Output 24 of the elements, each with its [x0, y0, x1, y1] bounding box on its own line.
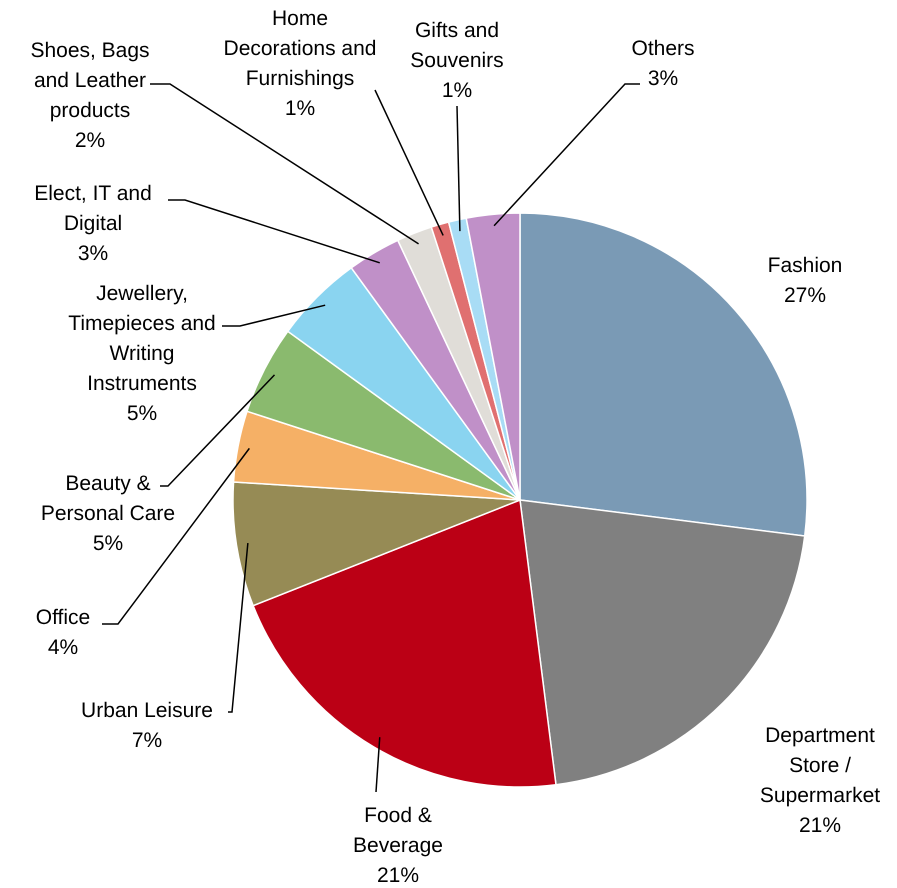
- data-label: 1%: [442, 79, 472, 102]
- slice-label: Home Decorations and Furnishings: [224, 7, 376, 90]
- slice-label: Gifts and Souvenirs: [410, 19, 504, 72]
- slice-label: Department Store / Supermarket: [760, 724, 880, 807]
- slice-label: Jewellery, Timepieces and Writing Instruments: [68, 282, 216, 395]
- data-label: 2%: [74, 129, 106, 152]
- slice-label: Urban Leisure: [81, 699, 213, 722]
- data-label: 3%: [648, 67, 678, 90]
- data-label: 21%: [376, 864, 420, 887]
- slice-label: Elect, IT and Digital: [34, 182, 152, 235]
- data-label: 3%: [78, 242, 108, 265]
- data-label: 5%: [92, 532, 124, 555]
- slice-label: Fashion: [768, 254, 842, 277]
- slice-label: Office: [36, 606, 90, 629]
- data-label: 27%: [784, 284, 826, 307]
- data-label: 7%: [132, 729, 162, 752]
- slice-label: Food & Beverage: [353, 804, 443, 857]
- data-label: 21%: [798, 814, 842, 837]
- data-label: 5%: [126, 402, 158, 425]
- data-label: 1%: [284, 97, 316, 120]
- slice-label: Beauty & Personal Care: [40, 472, 176, 525]
- slice-label: Shoes, Bags and Leather products: [30, 39, 150, 122]
- data-label: 4%: [48, 636, 78, 659]
- slice-label: Others: [631, 37, 695, 60]
